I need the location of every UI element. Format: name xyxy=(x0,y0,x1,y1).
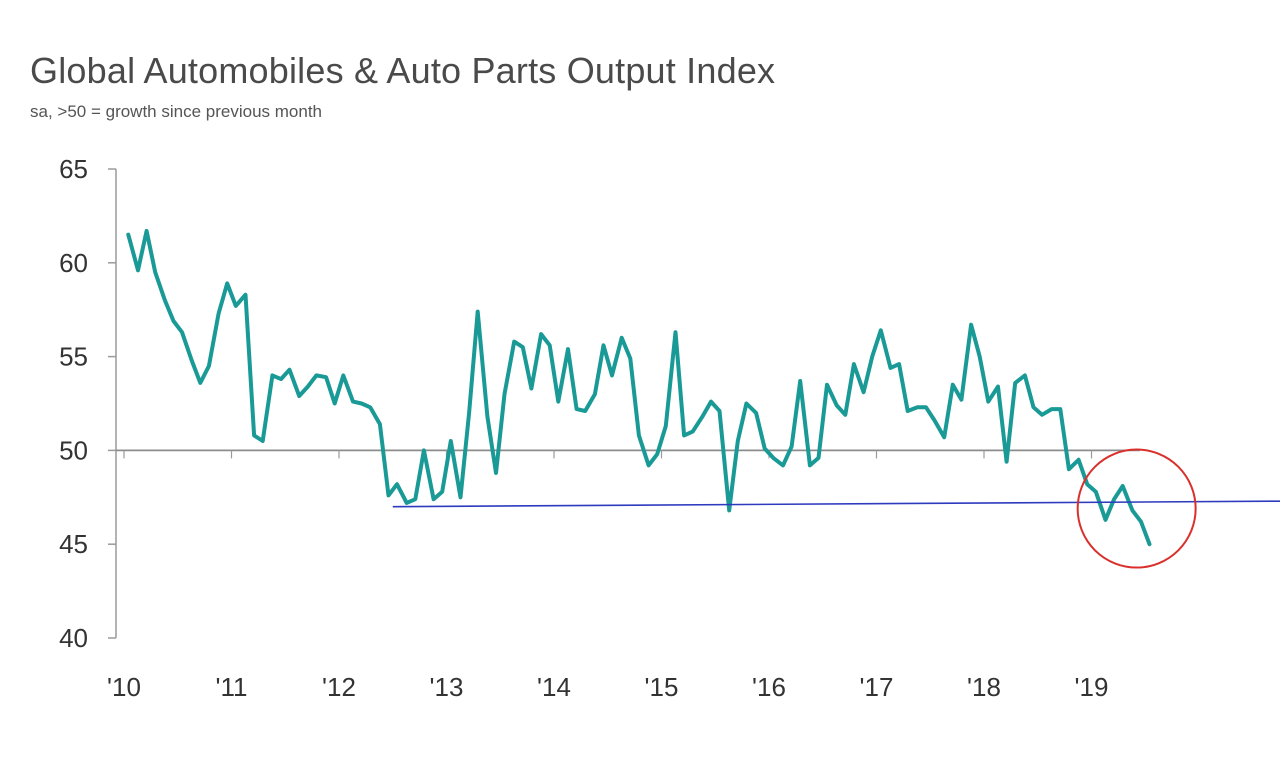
highlight-circle xyxy=(1076,448,1197,569)
x-tick-label: '12 xyxy=(322,672,356,702)
y-tick-label: 65 xyxy=(59,154,88,184)
data-series-line xyxy=(126,228,1152,547)
y-tick-label: 45 xyxy=(59,529,88,559)
x-tick-label: '13 xyxy=(430,672,464,702)
y-tick-label: 40 xyxy=(59,623,88,653)
x-tick-label: '14 xyxy=(537,672,571,702)
x-tick-label: '11 xyxy=(216,672,248,702)
x-tick-label: '15 xyxy=(645,672,679,702)
y-tick-label: 60 xyxy=(59,248,88,278)
x-tick-label: '16 xyxy=(752,672,786,702)
x-tick-label: '19 xyxy=(1075,672,1109,702)
x-tick-label: '17 xyxy=(860,672,894,702)
x-tick-label: '18 xyxy=(967,672,1001,702)
chart-subtitle: sa, >50 = growth since previous month xyxy=(30,102,322,121)
chart-title: Global Automobiles & Auto Parts Output I… xyxy=(30,50,776,91)
y-tick-label: 50 xyxy=(59,435,88,465)
x-tick-label: '10 xyxy=(107,672,141,702)
y-tick-label: 55 xyxy=(59,342,88,372)
support-trendline xyxy=(392,500,1280,508)
